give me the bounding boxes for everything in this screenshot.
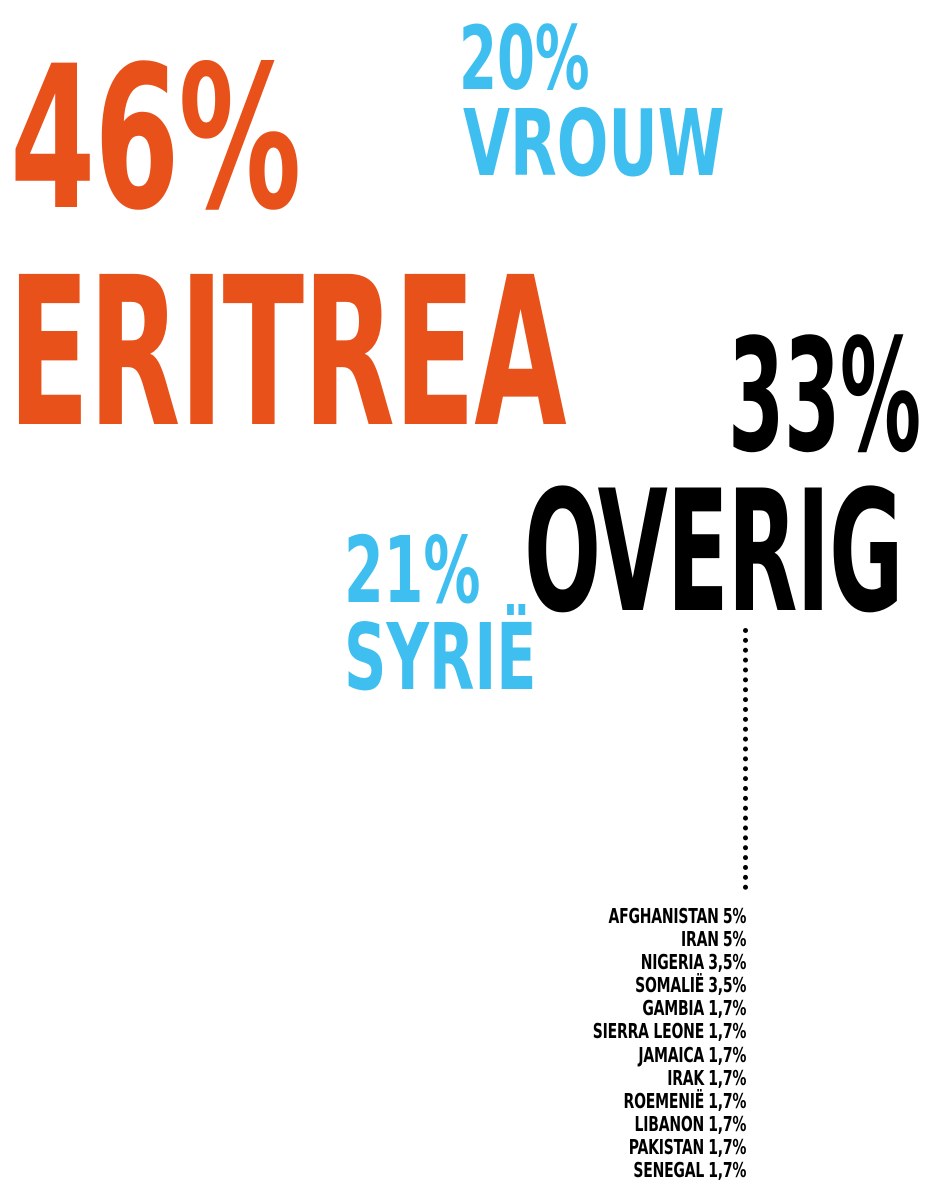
breakdown-value: 1,7% [708, 1135, 746, 1159]
breakdown-country: SIERRA LEONE [593, 1019, 704, 1043]
breakdown-value: 3,5% [708, 973, 746, 997]
dotted-connector-line [743, 628, 748, 890]
breakdown-item: SENEGAL 1,7% [593, 1159, 746, 1182]
breakdown-item: ROEMENIË 1,7% [593, 1090, 746, 1113]
breakdown-item: GAMBIA 1,7% [593, 997, 746, 1020]
breakdown-item: JAMAICA 1,7% [593, 1044, 746, 1067]
breakdown-item: SOMALIË 3,5% [593, 974, 746, 997]
breakdown-value: 1,7% [708, 1112, 746, 1136]
breakdown-item: NIGERIA 3,5% [593, 951, 746, 974]
breakdown-country: AFGHANISTAN [608, 904, 718, 928]
breakdown-value: 1,7% [708, 1019, 746, 1043]
breakdown-item: IRAK 1,7% [593, 1067, 746, 1090]
overig-breakdown-list: AFGHANISTAN 5% IRAN 5% NIGERIA 3,5% SOMALIË 3,5… [527, 905, 746, 1182]
breakdown-value: 1,7% [708, 1158, 746, 1182]
eritrea-label: ERITREA [8, 250, 566, 456]
breakdown-country: PAKISTAN [629, 1135, 704, 1159]
breakdown-value: 1,7% [708, 1043, 746, 1067]
eritrea-percentage: 46% [10, 40, 300, 238]
breakdown-value: 5% [723, 904, 746, 928]
breakdown-item: AFGHANISTAN 5% [593, 905, 746, 928]
breakdown-country: ROEMENIË [623, 1089, 704, 1113]
breakdown-value: 1,7% [708, 1066, 746, 1090]
breakdown-country: NIGERIA [640, 950, 703, 974]
breakdown-item: IRAN 5% [593, 928, 746, 951]
breakdown-item: SIERRA LEONE 1,7% [593, 1020, 746, 1043]
breakdown-country: SOMALIË [635, 973, 704, 997]
syrie-label: SYRIË [344, 612, 537, 704]
breakdown-country: LIBANON [634, 1112, 704, 1136]
overig-percentage: 33% [728, 318, 921, 474]
breakdown-item: PAKISTAN 1,7% [593, 1136, 746, 1159]
overig-label: OVERIG [524, 468, 902, 636]
breakdown-country: IRAK [667, 1066, 704, 1090]
breakdown-value: 3,5% [708, 950, 746, 974]
breakdown-value: 1,7% [708, 996, 746, 1020]
breakdown-value: 1,7% [708, 1089, 746, 1113]
vrouw-label: VROUW [463, 98, 725, 190]
breakdown-country: IRAN [681, 927, 719, 951]
breakdown-item: LIBANON 1,7% [593, 1113, 746, 1136]
breakdown-country: SENEGAL [633, 1158, 704, 1182]
breakdown-country: GAMBIA [642, 996, 704, 1020]
breakdown-value: 5% [723, 927, 746, 951]
breakdown-country: JAMAICA [638, 1043, 704, 1067]
